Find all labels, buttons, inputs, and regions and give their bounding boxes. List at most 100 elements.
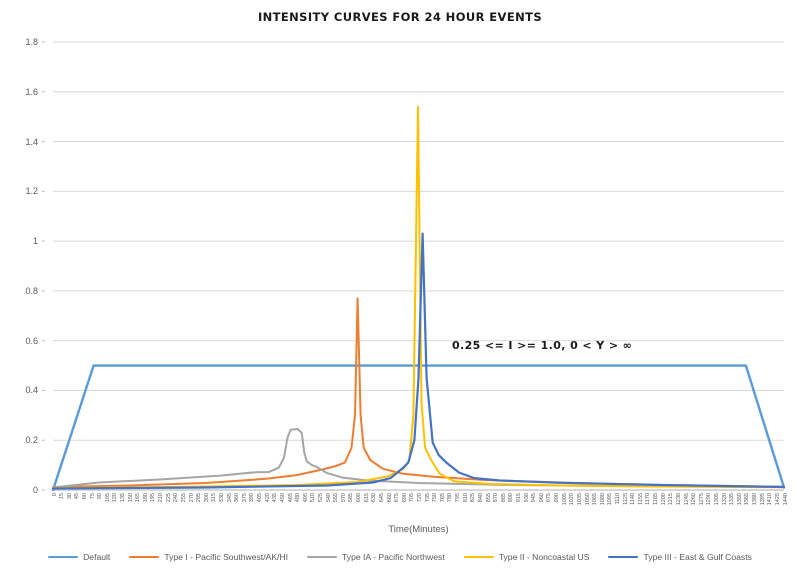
x-tick-label: 1335 [729,493,736,506]
x-tick-label: 1290 [706,493,713,506]
x-tick-label: 840 [477,493,484,503]
x-tick-label: 705 [409,493,416,503]
legend-item-type-i-pacific-southwest-ak-hi: Type I - Pacific Southwest/AK/HI [129,552,288,562]
x-tick-label: 585 [348,493,355,503]
x-tick-label: 600 [356,493,363,503]
x-tick-label: 45 [74,493,81,500]
x-tick-label: 810 [462,493,469,503]
plot-svg [42,41,786,492]
y-axis-tick-labels: 0 0.2 0.4 0.6 0.8 1 1.2 1.4 1.6 1.8 [0,37,40,495]
legend-line-swatch [608,555,639,559]
legend-item-type-iii-east-gulf-coasts: Type III - East & Gulf Coasts [608,552,752,562]
x-tick-label: 825 [470,493,477,503]
x-tick-label: 330 [219,493,226,503]
legend-label: Default [83,552,111,562]
x-tick-label: 795 [455,493,462,503]
y-tick-label: 0.4 [25,385,38,396]
y-tick-label: 0 [32,485,38,495]
chart-title: INTENSITY CURVES FOR 24 HOUR EVENTS [257,10,543,24]
x-tick-label: 1065 [592,493,599,506]
x-tick-label: 1320 [721,493,728,506]
x-tick-label: 885 [500,493,507,503]
x-tick-label: 420 [264,493,271,503]
x-tick-label: 1200 [660,493,667,506]
x-tick-label: 660 [386,493,393,503]
y-tick-label: 1.2 [25,186,38,197]
x-tick-label: 1275 [698,493,705,506]
x-tick-label: 1230 [675,493,682,506]
x-tick-label: 1125 [622,493,629,505]
x-tick-label: 90 [97,493,104,500]
x-tick-label: 945 [531,493,538,503]
x-axis-tick-labels: 0 15 30 45 60 75 90 105 120 135 150 165 180 195 210 225… [51,493,789,519]
x-tick-label: 225 [165,493,172,503]
x-tick-label: 1215 [668,493,675,506]
x-tick-label: 675 [394,493,401,503]
x-tick-label: 495 [302,493,309,503]
y-tick-label: 0.8 [25,285,38,296]
x-tick-label: 105 [104,493,111,503]
x-tick-label: 1095 [607,493,614,506]
x-tick-label: 1260 [691,493,698,506]
x-tick-label: 465 [287,493,294,503]
x-tick-label: 300 [203,493,210,503]
x-tick-label: 750 [432,493,439,503]
legend-label: Type IA - Pacific Northwest [342,552,445,562]
x-tick-label: 870 [493,493,500,503]
x-tick-label: 30 [66,493,73,500]
x-tick-label: 135 [120,493,127,503]
x-tick-label: 0 [51,493,58,497]
x-tick-label: 1395 [759,493,766,506]
x-axis-title: Time(Minutes) [388,524,449,535]
legend-line-swatch [129,555,160,559]
x-tick-label: 1170 [645,493,652,505]
x-tick-label: 915 [515,493,522,503]
x-tick-label: 1410 [767,493,774,506]
x-tick-label: 930 [523,493,530,503]
x-tick-label: 990 [554,493,561,503]
x-tick-label: 75 [89,493,96,500]
x-tick-label: 525 [318,493,324,503]
x-tick-label: 855 [485,493,492,503]
x-tick-label: 210 [158,493,165,503]
x-tick-label: 720 [417,493,423,503]
x-tick-label: 960 [538,493,545,503]
x-tick-label: 1380 [752,493,759,506]
x-tick-label: 540 [325,493,332,503]
x-tick-label: 195 [150,493,157,503]
x-tick-label: 480 [295,493,302,503]
x-tick-label: 285 [196,493,203,503]
legend-label: Type II - Noncoastal US [498,552,590,562]
x-tick-label: 15 [59,493,66,500]
legend-label: Type I - Pacific Southwest/AK/HI [164,552,289,562]
x-tick-label: 1245 [683,493,690,506]
series-line-type-ia-pacific-northwest [52,428,785,489]
x-tick-label: 120 [112,493,119,503]
x-tick-label: 1305 [713,493,720,506]
x-tick-label: 435 [272,493,279,503]
x-tick-label: 1350 [736,493,743,506]
x-tick-label: 1020 [569,493,576,506]
legend-item-type-ii-noncoastal-us: Type II - Noncoastal US [463,552,590,562]
plot-area [42,41,786,492]
x-tick-label: 255 [180,493,187,503]
x-tick-label: 1440 [782,493,789,506]
x-tick-label: 1110 [614,493,621,505]
x-tick-label: 900 [508,493,515,503]
x-tick-label: 1185 [653,493,660,505]
x-tick-label: 1080 [599,493,606,506]
legend-label: Type III - East & Gulf Coasts [643,552,752,562]
y-tick-label: 1.6 [25,86,38,97]
y-tick-label: 1.8 [25,37,38,47]
x-tick-label: 975 [546,493,553,503]
legend-line-swatch [48,555,79,559]
x-tick-label: 645 [378,493,385,503]
x-tick-label: 630 [371,493,378,503]
x-tick-label: 780 [447,493,454,503]
x-tick-label: 555 [333,493,340,503]
series-line-type-ii-noncoastal-us [52,105,785,489]
x-tick-label: 240 [173,493,180,503]
y-tick-label: 0.6 [25,335,38,346]
legend-line-swatch [307,555,338,559]
